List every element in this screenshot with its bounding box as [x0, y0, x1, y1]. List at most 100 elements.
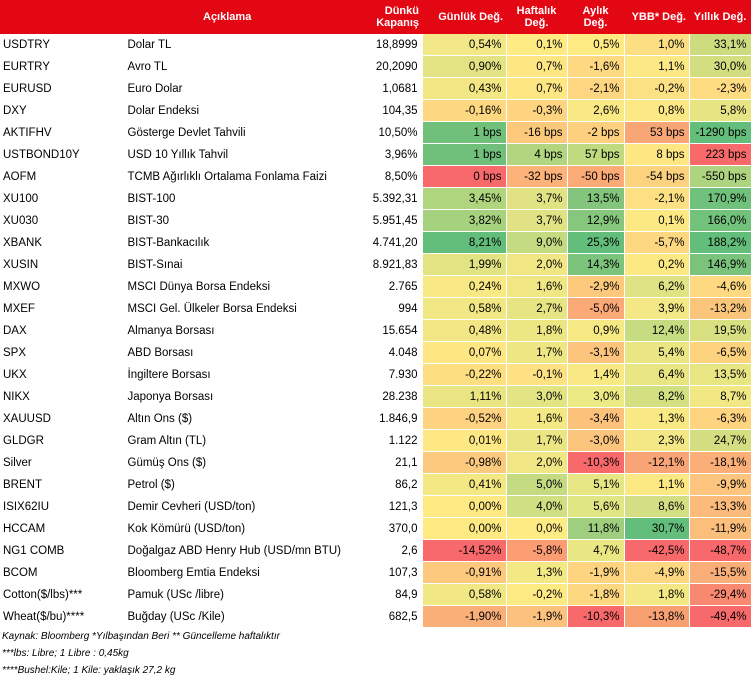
- cell-daily-change: -0,22%: [422, 363, 507, 386]
- cell-daily-change: 0,07%: [422, 341, 507, 364]
- table-row: XUSIN BIST-Sınai 8.921,83 1,99% 2,0% 14,3% 0,2…: [0, 253, 751, 276]
- cell-weekly-change: 1,6%: [506, 407, 568, 430]
- cell-description: BIST-100: [123, 187, 367, 210]
- cell-code: DXY: [0, 99, 124, 122]
- cell-code: XAUUSD: [0, 407, 124, 430]
- cell-daily-change: 0,00%: [422, 517, 507, 540]
- cell-weekly-change: 4,0%: [506, 495, 568, 518]
- cell-yearly-change: 170,9%: [689, 187, 751, 210]
- cell-description: BIST-Sınai: [123, 253, 367, 276]
- table-row: EURTRY Avro TL 20,2090 0,90% 0,7% -1,6% 1,1% 30…: [0, 55, 751, 78]
- cell-yearly-change: -48,7%: [689, 539, 751, 562]
- cell-weekly-change: -0,3%: [506, 99, 568, 122]
- cell-monthly-change: -3,1%: [567, 341, 625, 364]
- cell-daily-change: 0,54%: [422, 34, 507, 56]
- cell-monthly-change: -2,1%: [567, 77, 625, 100]
- cell-yearly-change: 5,8%: [689, 99, 751, 122]
- cell-daily-change: 0,00%: [422, 495, 507, 518]
- cell-daily-change: 1 bps: [422, 143, 507, 166]
- cell-ytd-change: 1,3%: [624, 407, 690, 430]
- cell-monthly-change: 13,5%: [567, 187, 625, 210]
- cell-code: XU100: [0, 187, 124, 210]
- cell-ytd-change: -2,1%: [624, 187, 690, 210]
- cell-monthly-change: -10,3%: [567, 605, 625, 628]
- cell-close: 682,5: [366, 605, 423, 628]
- table-row: XU030 BIST-30 5.951,45 3,82% 3,7% 12,9% 0,1% 16…: [0, 209, 751, 232]
- cell-daily-change: -0,16%: [422, 99, 507, 122]
- cell-yearly-change: 146,9%: [689, 253, 751, 276]
- cell-close: 1.122: [366, 429, 423, 452]
- cell-ytd-change: 53 bps: [624, 121, 690, 144]
- cell-monthly-change: 14,3%: [567, 253, 625, 276]
- cell-code: XU030: [0, 209, 124, 232]
- table-row: ISIX62IU Demir Cevheri (USD/ton) 121,3 0,00…: [0, 495, 751, 518]
- cell-code: EURTRY: [0, 55, 124, 78]
- table-row: GLDGR Gram Altın (TL) 1.122 0,01% 1,7% -3,0% 2…: [0, 429, 751, 452]
- cell-yearly-change: 8,7%: [689, 385, 751, 408]
- cell-close: 84,9: [366, 583, 423, 606]
- cell-weekly-change: 1,6%: [506, 275, 568, 298]
- cell-weekly-change: -1,9%: [506, 605, 568, 628]
- cell-close: 121,3: [366, 495, 423, 518]
- cell-weekly-change: 4 bps: [506, 143, 568, 166]
- cell-ytd-change: 1,0%: [624, 34, 690, 56]
- cell-yearly-change: -13,2%: [689, 297, 751, 320]
- cell-monthly-change: 57 bps: [567, 143, 625, 166]
- cell-ytd-change: 6,2%: [624, 275, 690, 298]
- header-yearly-change: Yıllık Değ.: [689, 0, 751, 34]
- cell-monthly-change: 25,3%: [567, 231, 625, 254]
- cell-yearly-change: -2,3%: [689, 77, 751, 100]
- cell-description: BIST-30: [123, 209, 367, 232]
- cell-monthly-change: -50 bps: [567, 165, 625, 188]
- cell-yearly-change: 30,0%: [689, 55, 751, 78]
- cell-daily-change: 0,43%: [422, 77, 507, 100]
- cell-description: MSCI Gel. Ülkeler Borsa Endeksi: [123, 297, 367, 320]
- cell-description: İngiltere Borsası: [123, 363, 367, 386]
- cell-daily-change: 0,58%: [422, 583, 507, 606]
- table-row: NIKX Japonya Borsası 28.238 1,11% 3,0% 3,0% 8,…: [0, 385, 751, 408]
- cell-monthly-change: 1,4%: [567, 363, 625, 386]
- cell-code: USDTRY: [0, 34, 124, 56]
- cell-description: Euro Dolar: [123, 77, 367, 100]
- table-row: USTBOND10Y USD 10 Yıllık Tahvil 3,96% 1 bps…: [0, 143, 751, 166]
- cell-daily-change: 0 bps: [422, 165, 507, 188]
- cell-yearly-change: 33,1%: [689, 34, 751, 56]
- cell-monthly-change: 4,7%: [567, 539, 625, 562]
- cell-daily-change: -0,52%: [422, 407, 507, 430]
- footnote-bushel: ****Bushel:Kile; 1 Kile: yaklaşık 27,2 k…: [2, 665, 176, 676]
- cell-code: NIKX: [0, 385, 124, 408]
- table-row: XU100 BIST-100 5.392,31 3,45% 3,7% 13,5% -2,1%…: [0, 187, 751, 210]
- cell-description: USD 10 Yıllık Tahvil: [123, 143, 367, 166]
- cell-monthly-change: -5,0%: [567, 297, 625, 320]
- cell-weekly-change: 0,0%: [506, 517, 568, 540]
- cell-code: EURUSD: [0, 77, 124, 100]
- cell-weekly-change: -0,2%: [506, 583, 568, 606]
- cell-daily-change: 1,99%: [422, 253, 507, 276]
- cell-daily-change: 0,01%: [422, 429, 507, 452]
- cell-code: AOFM: [0, 165, 124, 188]
- cell-weekly-change: 1,7%: [506, 429, 568, 452]
- table-row: UKX İngiltere Borsası 7.930 -0,22% -0,1% 1,4%…: [0, 363, 751, 386]
- cell-daily-change: 1 bps: [422, 121, 507, 144]
- cell-weekly-change: -16 bps: [506, 121, 568, 144]
- cell-yearly-change: -6,3%: [689, 407, 751, 430]
- cell-code: Cotton($/lbs)***: [0, 583, 124, 606]
- cell-code: XBANK: [0, 231, 124, 254]
- cell-description: Kok Kömürü (USD/ton): [123, 517, 367, 540]
- cell-close: 3,96%: [366, 143, 423, 166]
- cell-weekly-change: 3,7%: [506, 187, 568, 210]
- cell-close: 86,2: [366, 473, 423, 496]
- market-table: Açıklama Dünkü Kapanış Günlük Değ. Hafta…: [0, 0, 751, 628]
- cell-monthly-change: 0,5%: [567, 34, 625, 56]
- cell-weekly-change: -0,1%: [506, 363, 568, 386]
- table-row: USDTRY Dolar TL 18,8999 0,54% 0,1% 0,5% 1,0% 33…: [0, 34, 751, 56]
- cell-ytd-change: 6,4%: [624, 363, 690, 386]
- cell-monthly-change: 5,6%: [567, 495, 625, 518]
- cell-weekly-change: 2,7%: [506, 297, 568, 320]
- table-row: DAX Almanya Borsası 15.654 0,48% 1,8% 0,9% 12,…: [0, 319, 751, 342]
- cell-daily-change: -0,98%: [422, 451, 507, 474]
- cell-description: Gümüş Ons ($): [123, 451, 367, 474]
- cell-description: ABD Borsası: [123, 341, 367, 364]
- cell-ytd-change: -0,2%: [624, 77, 690, 100]
- cell-description: Gösterge Devlet Tahvili: [123, 121, 367, 144]
